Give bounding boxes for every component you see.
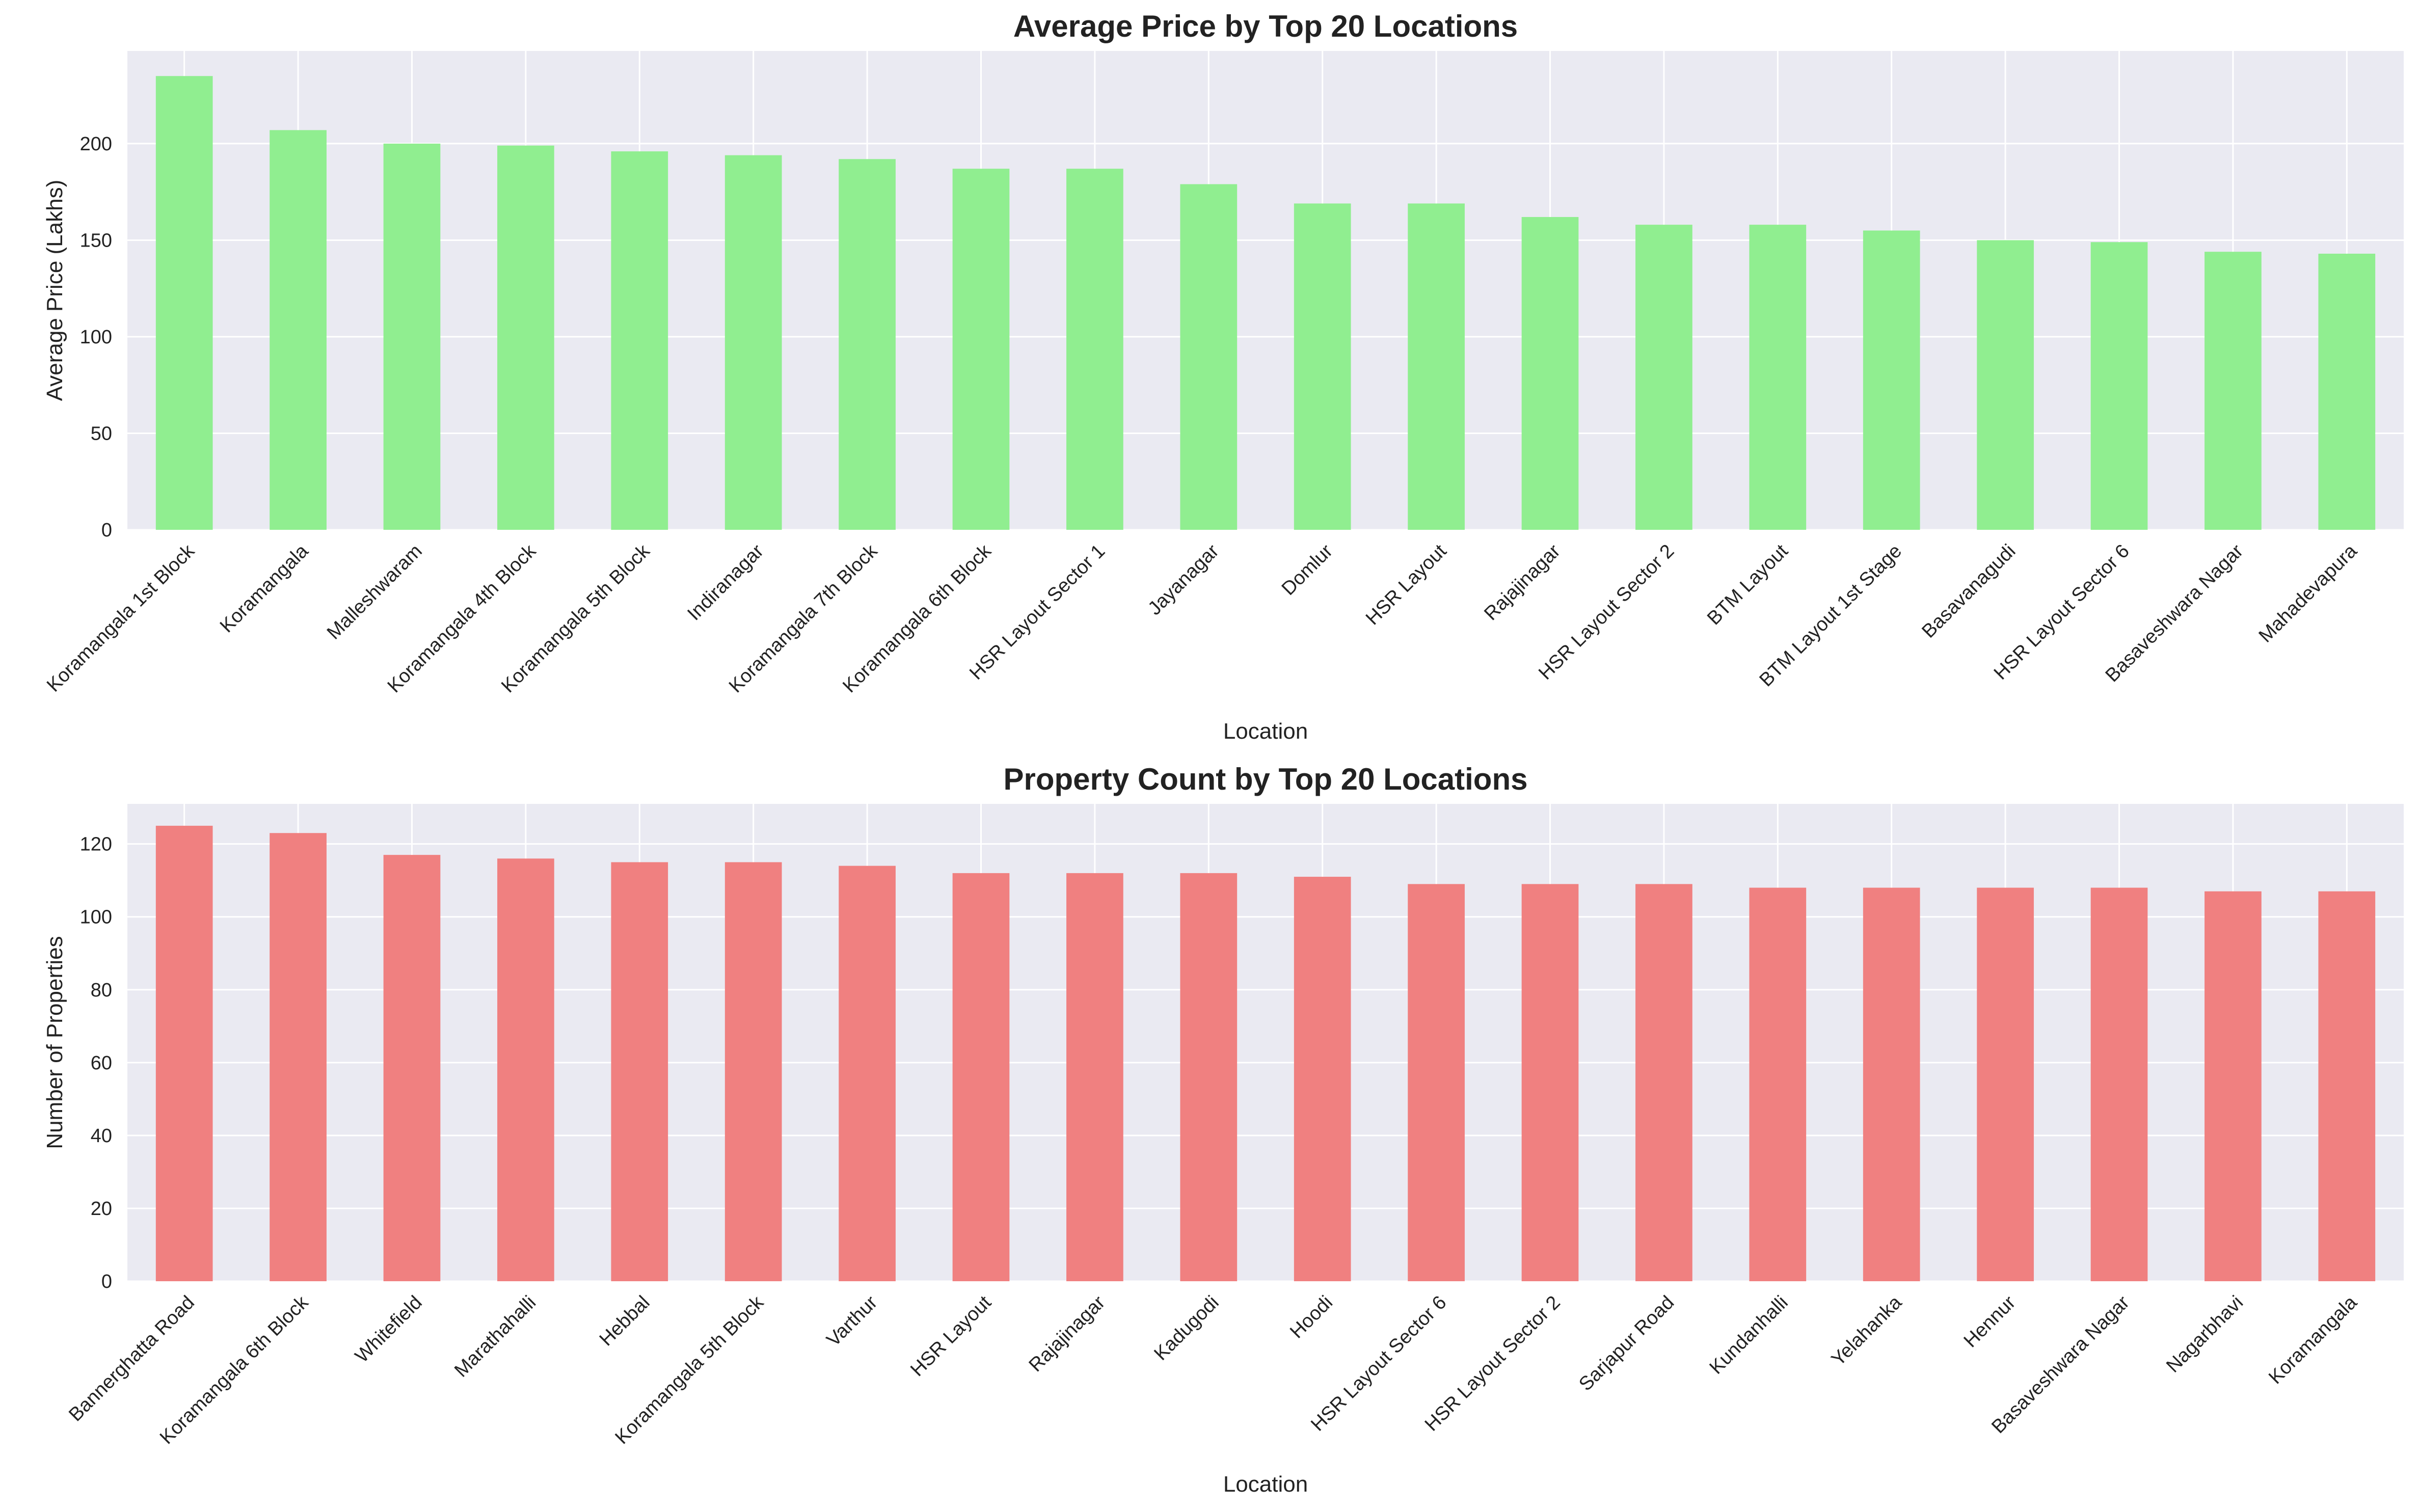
bar: [1863, 887, 1920, 1281]
bar: [383, 855, 441, 1281]
x-tick-label: Jayanagar: [1144, 540, 1223, 619]
bar: [1635, 225, 1692, 530]
x-tick-label: Domlur: [1278, 540, 1337, 600]
x-tick-label: Rajajinagar: [1025, 1291, 1110, 1376]
x-tick-label: BTM Layout: [1703, 540, 1792, 629]
bar: [724, 862, 782, 1281]
x-tick-label: Rajajinagar: [1480, 540, 1565, 625]
bar: [1749, 887, 1807, 1281]
bar: [1749, 225, 1807, 530]
bar: [497, 858, 554, 1281]
bar: [611, 862, 668, 1281]
bar: [497, 145, 554, 530]
y-tick-label: 0: [101, 1271, 112, 1292]
x-axis-label: Location: [1223, 719, 1308, 744]
x-tick-label: Sarjapur Road: [1575, 1292, 1678, 1395]
bar: [1408, 203, 1465, 530]
chart-title: Average Price by Top 20 Locations: [1013, 9, 1518, 43]
x-tick-label: Kadugodi: [1150, 1292, 1223, 1365]
bar: [1977, 240, 2034, 530]
bar: [1521, 217, 1579, 530]
bar: [1294, 877, 1351, 1281]
bar: [839, 866, 896, 1281]
x-axis-label: Location: [1223, 1472, 1308, 1497]
bar: [952, 873, 1010, 1281]
bar: [1294, 203, 1351, 530]
bar: [1180, 184, 1238, 530]
bar: [1180, 873, 1238, 1281]
bar: [1521, 884, 1579, 1281]
bar: [2205, 252, 2262, 530]
y-tick-label: 200: [80, 133, 112, 155]
x-tick-label: Yelahanka: [1827, 1291, 1906, 1370]
bar: [270, 130, 327, 530]
bar: [952, 169, 1010, 530]
bar: [724, 155, 782, 530]
bar: [2090, 242, 2148, 530]
bar: [1408, 884, 1465, 1281]
x-tick-label: Koramangala: [2265, 1291, 2361, 1388]
y-tick-label: 100: [80, 907, 112, 928]
y-tick-label: 40: [91, 1125, 112, 1147]
x-tick-label: Indiranagar: [683, 540, 768, 625]
bar: [611, 151, 668, 530]
x-tick-label: Malleshwaram: [323, 541, 426, 644]
y-tick-label: 150: [80, 230, 112, 251]
bar: [839, 159, 896, 530]
bar: [2318, 891, 2376, 1281]
bar: [2318, 253, 2376, 530]
y-tick-label: 100: [80, 327, 112, 348]
x-tick-label: Kundanhalli: [1706, 1292, 1792, 1379]
bar: [1863, 230, 1920, 530]
x-tick-label: HSR Layout: [906, 1291, 996, 1381]
x-tick-label: Hebbal: [596, 1292, 654, 1351]
y-tick-label: 0: [101, 520, 112, 541]
y-tick-label: 50: [91, 423, 112, 444]
plot-area: [127, 804, 2404, 1281]
chart-average-price: 0 50 100 150 200 Koramangala 1st Block Koraman…: [42, 9, 2404, 744]
x-tick-label: Hoodi: [1286, 1292, 1337, 1343]
x-tick-label: Marathahalli: [450, 1292, 540, 1382]
x-tick-label: Hennur: [1960, 1291, 2020, 1352]
bar: [383, 143, 441, 530]
bar: [155, 76, 213, 530]
bar: [1066, 873, 1123, 1281]
x-tick-label: HSR Layout: [1362, 540, 1451, 629]
x-tick-label: Basavanagudi: [1918, 541, 2020, 642]
y-axis-label: Number of Properties: [42, 936, 67, 1149]
chart-property-count: 0 20 40 60 80 100 120 Bannerghatta Road Koramang…: [42, 762, 2404, 1497]
x-tick-label: Mahadevapura: [2255, 540, 2362, 647]
x-tick-label: Nagarbhavi: [2162, 1292, 2247, 1377]
y-tick-label: 60: [91, 1052, 112, 1074]
x-tick-label: Bannerghatta Road: [65, 1292, 199, 1426]
bar: [2205, 891, 2262, 1281]
x-tick-label: Varthur: [823, 1291, 882, 1351]
x-tick-label: Koramangala 1st Block: [43, 540, 199, 696]
x-tick-label: Whitefield: [351, 1292, 426, 1367]
bar: [155, 825, 213, 1281]
chart-title: Property Count by Top 20 Locations: [1004, 762, 1528, 796]
bar: [2090, 887, 2148, 1281]
bar: [270, 833, 327, 1281]
y-axis-label: Average Price (Lakhs): [42, 180, 67, 401]
y-tick-label: 120: [80, 834, 112, 855]
plot-area: [127, 51, 2404, 530]
bar: [1977, 887, 2034, 1281]
y-tick-label: 80: [91, 980, 112, 1001]
bar: [1635, 884, 1692, 1281]
bar: [1066, 169, 1123, 530]
y-tick-label: 20: [91, 1198, 112, 1220]
x-tick-label: Koramangala: [216, 540, 313, 637]
